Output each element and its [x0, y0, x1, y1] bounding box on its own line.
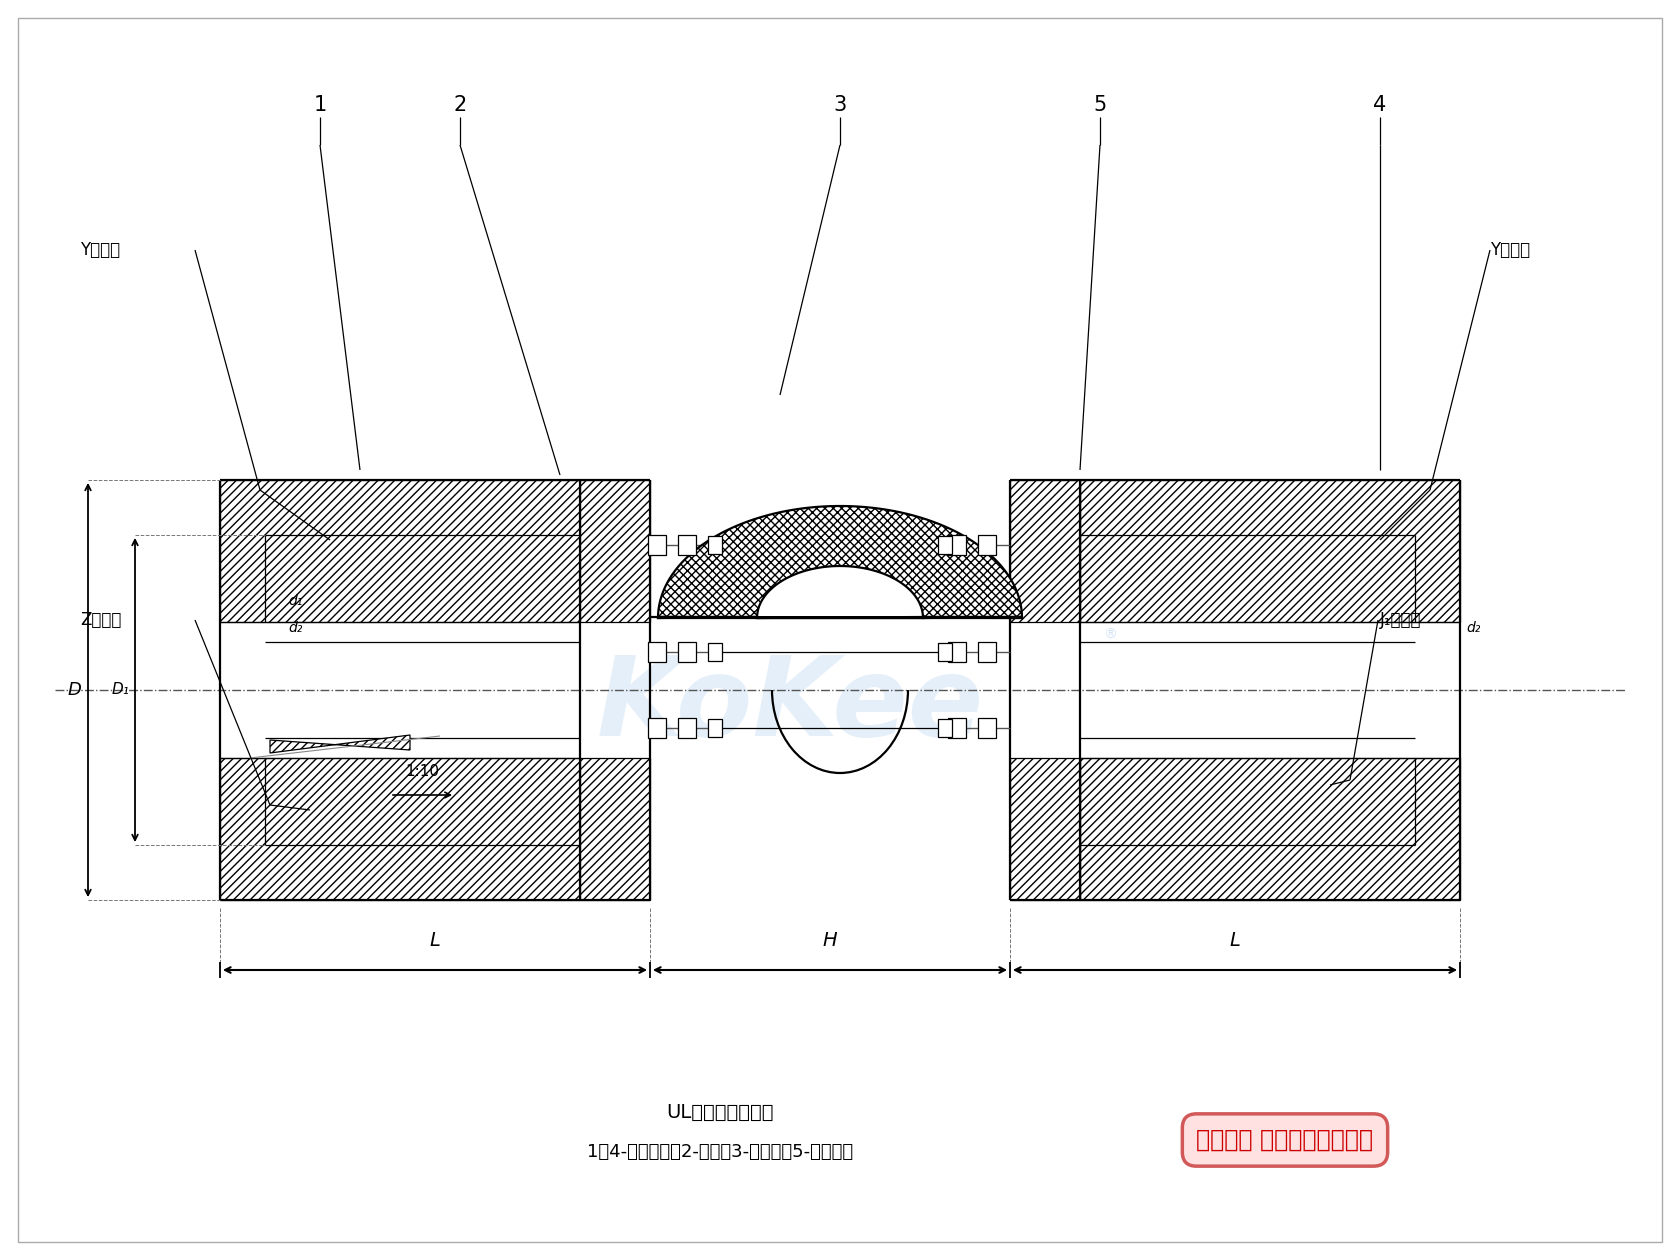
- Bar: [679, 536, 696, 554]
- Polygon shape: [659, 507, 1021, 617]
- Text: J₁型轴孔: J₁型轴孔: [1379, 611, 1421, 629]
- Bar: [948, 536, 966, 554]
- Bar: [648, 718, 665, 738]
- Bar: [580, 480, 650, 622]
- Bar: [679, 718, 696, 738]
- Text: 4: 4: [1373, 94, 1386, 115]
- Text: UL型轮胎式联轴器: UL型轮胎式联轴器: [667, 1102, 774, 1121]
- Text: KoKee: KoKee: [596, 651, 983, 759]
- Bar: [937, 643, 953, 662]
- Bar: [978, 718, 996, 738]
- Text: 1、4-半联轴器；2-螺栓；3-轮胎环；5-止退垫板: 1、4-半联轴器；2-螺栓；3-轮胎环；5-止退垫板: [586, 1143, 853, 1160]
- Text: 5: 5: [1094, 94, 1107, 115]
- Text: ®: ®: [1104, 627, 1117, 643]
- Bar: [1080, 480, 1460, 622]
- Text: d₂: d₂: [287, 621, 302, 635]
- Bar: [937, 536, 953, 554]
- Bar: [937, 719, 953, 737]
- Text: d₁: d₁: [287, 593, 302, 609]
- Bar: [978, 536, 996, 554]
- Bar: [707, 719, 722, 737]
- Bar: [220, 480, 580, 622]
- Bar: [648, 536, 665, 554]
- Bar: [679, 643, 696, 662]
- Text: 3: 3: [833, 94, 847, 115]
- Text: Y型轴孔: Y型轴孔: [81, 241, 121, 260]
- Bar: [1080, 759, 1460, 900]
- Bar: [707, 643, 722, 662]
- Bar: [580, 759, 650, 900]
- Text: Z型轴孔: Z型轴孔: [81, 611, 121, 629]
- Bar: [948, 718, 966, 738]
- Text: D₁: D₁: [113, 683, 129, 698]
- Bar: [1010, 480, 1080, 622]
- Bar: [948, 643, 966, 662]
- Text: Y型轴孔: Y型轴孔: [1490, 241, 1530, 260]
- Text: 1:10: 1:10: [405, 764, 438, 779]
- Text: D: D: [67, 680, 81, 699]
- Text: 1: 1: [314, 94, 326, 115]
- Text: H: H: [823, 931, 837, 950]
- Bar: [978, 643, 996, 662]
- Text: 版权所有 侵权必被严厉追究: 版权所有 侵权必被严厉追究: [1196, 1128, 1374, 1152]
- Bar: [707, 536, 722, 554]
- Bar: [648, 643, 665, 662]
- Bar: [1010, 759, 1080, 900]
- Polygon shape: [270, 735, 410, 753]
- Text: L: L: [430, 931, 440, 950]
- Bar: [220, 759, 580, 900]
- Text: 2: 2: [454, 94, 467, 115]
- Text: L: L: [1230, 931, 1240, 950]
- Text: d₂: d₂: [1467, 621, 1480, 635]
